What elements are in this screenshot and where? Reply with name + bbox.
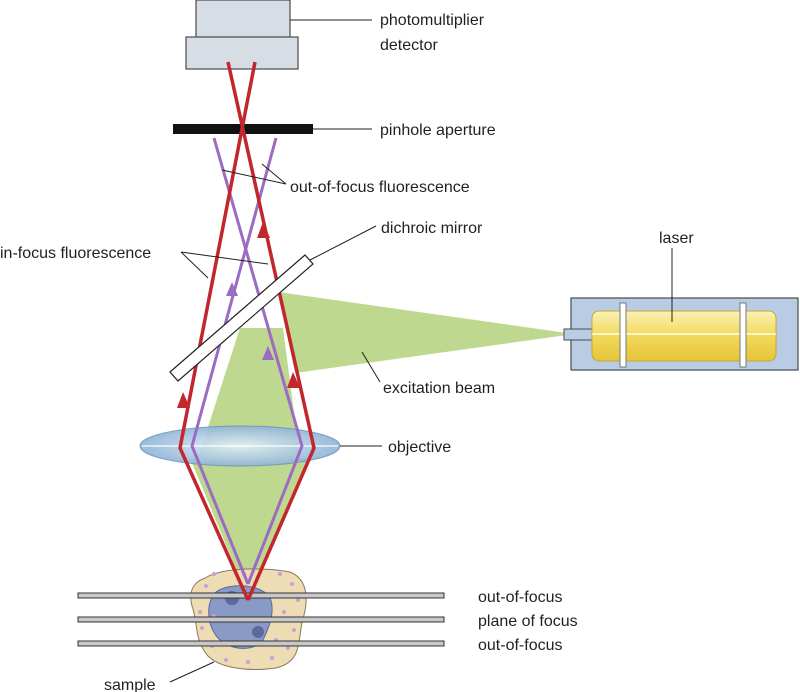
label-sample: sample xyxy=(104,677,156,692)
label-pinhole-aperture: pinhole aperture xyxy=(380,122,496,139)
label-detector-line1: photomultiplier xyxy=(380,12,485,29)
laser xyxy=(563,297,799,371)
focal-planes xyxy=(77,592,445,647)
label-in-focus-fluorescence: in-focus fluorescence xyxy=(0,245,151,262)
label-dichroic-mirror: dichroic mirror xyxy=(381,220,483,237)
excitation-beam xyxy=(190,292,574,598)
out-of-focus-arrows xyxy=(226,282,274,360)
dichroic-mirror xyxy=(169,254,314,382)
in-focus-arrows xyxy=(177,222,300,408)
label-plane-top: out-of-focus xyxy=(478,589,562,606)
labels: photomultiplier detector pinhole apertur… xyxy=(0,12,694,692)
photomultiplier-detector xyxy=(185,0,299,70)
label-plane-of-focus: plane of focus xyxy=(478,613,578,630)
label-objective: objective xyxy=(388,439,451,456)
leader-lines xyxy=(169,19,673,683)
out-of-focus-rays xyxy=(190,137,304,585)
label-excitation-beam: excitation beam xyxy=(383,380,495,397)
in-focus-rays xyxy=(178,61,316,601)
label-plane-bottom: out-of-focus xyxy=(478,637,562,654)
label-detector-line2: detector xyxy=(380,37,438,54)
label-out-of-focus-fluorescence: out-of-focus fluorescence xyxy=(290,179,470,196)
label-laser: laser xyxy=(659,230,694,247)
